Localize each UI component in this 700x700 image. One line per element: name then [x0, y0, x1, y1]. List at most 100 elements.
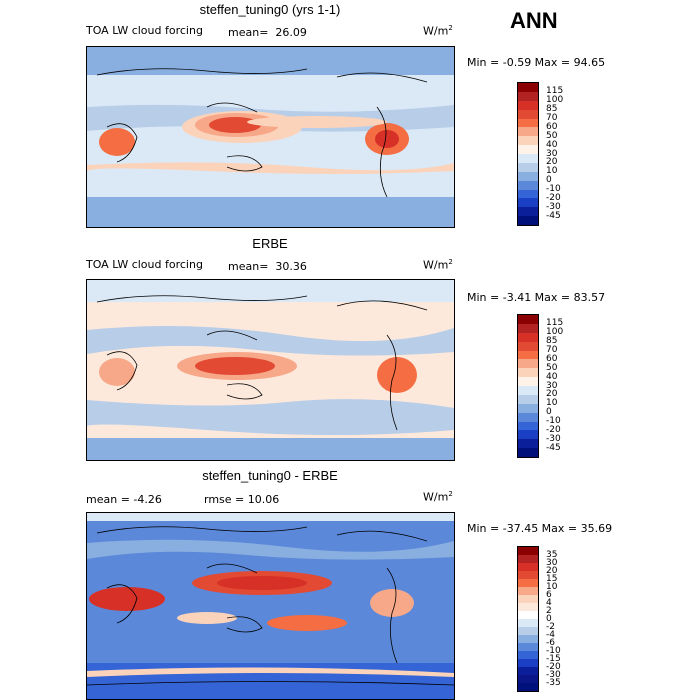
panel-3-minmax: Min = -37.45 Max = 35.69	[467, 522, 613, 535]
colorbar-tick-label: -20	[546, 192, 561, 203]
panel-1-mean-value: 26.09	[275, 26, 307, 39]
colorbar-swatch	[518, 667, 538, 675]
colorbar-swatch	[518, 555, 538, 563]
colorbar-tick-label: 0	[546, 613, 552, 624]
colorbar-tick-label: 70	[546, 345, 558, 355]
colorbar-swatch	[518, 386, 538, 395]
colorbar-tick-label: 60	[546, 353, 558, 364]
panel-2-map	[86, 279, 455, 461]
colorbar-tick-label: 6	[546, 589, 552, 600]
colorbar-tick-label: 0	[546, 407, 552, 418]
colorbar-tick-label: -30	[546, 201, 561, 212]
colorbar-tick-label: 85	[546, 104, 558, 115]
colorbar-tick-label: 10	[546, 166, 558, 177]
colorbar-swatch	[518, 619, 538, 627]
colorbar-swatch	[518, 430, 538, 440]
panel-2-colorbar	[517, 314, 539, 458]
colorbar-tick-label: 2	[546, 605, 552, 616]
colorbar-tick-label: -35	[546, 677, 561, 688]
panel-2-units-text: W/m	[423, 258, 449, 272]
panel-1-mean-label: mean=	[228, 26, 269, 39]
colorbar-swatch	[518, 403, 538, 413]
colorbar-tick-label: 30	[546, 148, 558, 159]
panel-2-variable-label: TOA LW cloud forcing	[86, 258, 203, 271]
colorbar-swatch	[518, 332, 538, 342]
colorbar-swatch	[518, 579, 538, 587]
colorbar-swatch	[518, 350, 538, 360]
colorbar-swatch	[518, 109, 538, 119]
colorbar-swatch	[518, 341, 538, 351]
colorbar-tick-label: 30	[546, 557, 558, 568]
colorbar-swatch	[518, 439, 538, 449]
colorbar-swatch	[518, 359, 538, 369]
colorbar-swatch	[518, 412, 538, 422]
panel-2-mean: mean= 30.36	[228, 260, 307, 273]
panel-1-minmax: Min = -0.59 Max = 94.65	[467, 56, 606, 69]
colorbar-tick-label: 4	[546, 597, 552, 608]
panel-2-mean-value: 30.36	[275, 260, 307, 273]
panel-3-colorbar	[517, 546, 539, 692]
panel-2-map-svg	[87, 280, 454, 460]
colorbar-tick-label: 100	[546, 95, 564, 106]
colorbar-tick-label: 60	[546, 121, 558, 132]
colorbar-tick-label: -2	[546, 621, 555, 632]
colorbar-tick-label: 50	[546, 362, 558, 373]
colorbar-swatch	[518, 171, 538, 181]
colorbar-tick-label: 20	[546, 565, 558, 576]
panel-1-title: steffen_tuning0 (yrs 1-1)	[199, 2, 341, 17]
colorbar-swatch	[518, 127, 538, 137]
colorbar-swatch	[518, 368, 538, 378]
colorbar-swatch	[518, 100, 538, 110]
colorbar-tick-label: 100	[546, 327, 564, 338]
colorbar-swatch	[518, 587, 538, 595]
colorbar-tick-label: -45	[546, 210, 561, 221]
colorbar-swatch	[518, 563, 538, 571]
colorbar-tick-label: 35	[546, 549, 558, 560]
colorbar-swatch	[518, 627, 538, 635]
panel-1-variable-label: TOA LW cloud forcing	[86, 24, 203, 37]
panel-3-mean: mean = -4.26	[86, 493, 162, 506]
panel-3-units-sup: 2	[448, 490, 453, 498]
panel-3-rmse: rmse = 10.06	[204, 493, 280, 506]
colorbar-tick-label: -10	[546, 645, 561, 656]
colorbar-tick-label: -20	[546, 661, 561, 672]
colorbar-swatch	[518, 643, 538, 651]
panel-1-map	[86, 46, 455, 228]
panel-2-units-sup: 2	[448, 258, 453, 266]
colorbar-tick-label: -10	[546, 184, 561, 194]
colorbar-swatch	[518, 603, 538, 611]
panel-3-units-text: W/m	[423, 490, 449, 504]
colorbar-swatch	[518, 547, 538, 555]
colorbar-tick-label: 115	[546, 86, 564, 97]
colorbar-swatch	[518, 154, 538, 163]
colorbar-tick-label: 20	[546, 389, 558, 400]
colorbar-swatch	[518, 136, 538, 146]
colorbar-tick-label: 85	[546, 336, 558, 347]
colorbar-swatch	[518, 394, 538, 404]
colorbar-swatch	[518, 145, 538, 154]
panel-2-title: ERBE	[252, 236, 288, 251]
panel-1-colorbar	[517, 82, 539, 226]
colorbar-swatch	[518, 198, 538, 208]
panel-1-units-text: W/m	[423, 24, 449, 38]
colorbar-swatch	[518, 651, 538, 659]
colorbar-swatch	[518, 91, 538, 101]
colorbar-swatch	[518, 448, 538, 457]
panel-1-map-svg	[87, 47, 454, 227]
season-label: ANN	[510, 8, 558, 33]
colorbar-tick-label: 40	[546, 371, 558, 382]
colorbar-tick-label: -30	[546, 433, 561, 444]
colorbar-swatch	[518, 659, 538, 667]
colorbar-tick-label: 15	[546, 573, 558, 584]
colorbar-tick-label: -30	[546, 669, 561, 680]
panel-1-mean: mean= 26.09	[228, 26, 307, 39]
colorbar-swatch	[518, 595, 538, 603]
panel-3-units: W/m2	[423, 490, 453, 504]
colorbar-tick-label: -6	[546, 637, 555, 648]
colorbar-tick-label: 40	[546, 139, 558, 150]
colorbar-swatch	[518, 571, 538, 579]
colorbar-swatch	[518, 683, 538, 691]
colorbar-swatch	[518, 323, 538, 333]
colorbar-tick-label: 20	[546, 157, 558, 168]
colorbar-swatch	[518, 635, 538, 643]
